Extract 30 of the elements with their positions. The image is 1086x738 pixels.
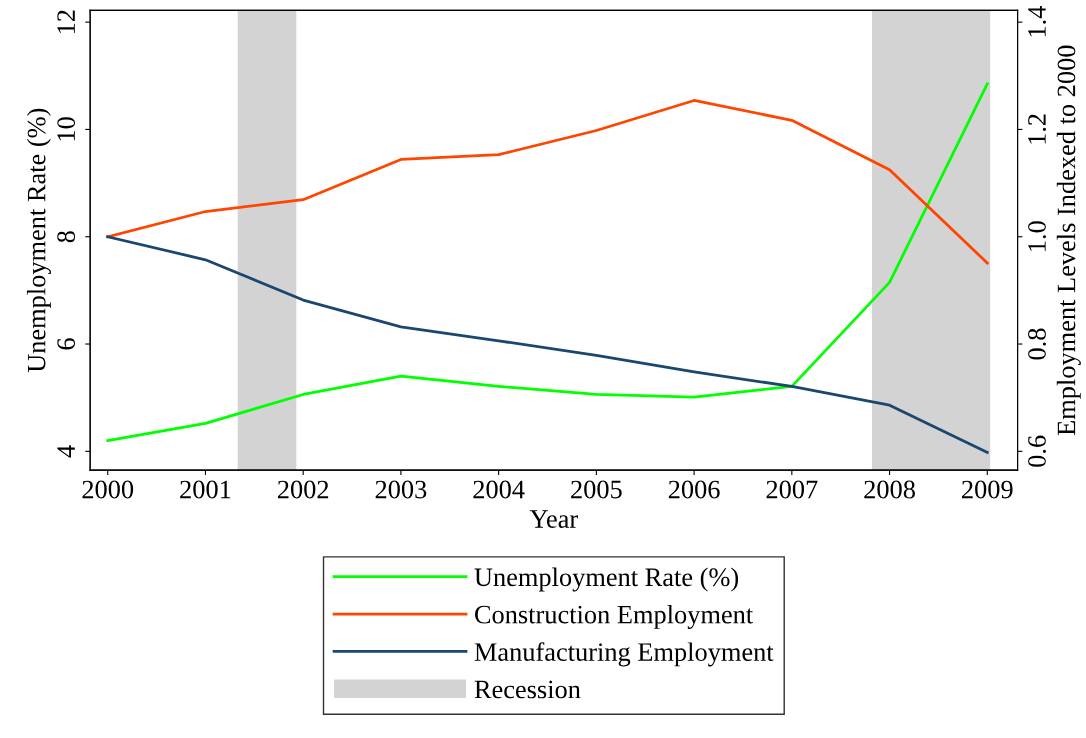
legend-label: Manufacturing Employment (474, 642, 774, 667)
y-tick-label: 6 (57, 338, 76, 350)
y2-tick-label: 1.2 (1028, 114, 1046, 144)
y2-tick-label: 1.4 (1028, 6, 1046, 37)
line-series (106, 235, 989, 454)
y-tick-label: 10 (57, 117, 76, 141)
y-tick-label: 12 (57, 10, 75, 34)
y2-tick-label: 1.0 (1028, 221, 1046, 251)
y-tick-label: 8 (57, 231, 76, 243)
x-tick-label: 2000 (82, 480, 134, 499)
x-tick-label: 2009 (962, 480, 1013, 499)
y-tick-label: 4 (57, 445, 75, 458)
line-series (106, 99, 989, 265)
legend-label: Construction Employment (475, 604, 754, 629)
x-tick-label: 2007 (766, 480, 818, 499)
y2-axis-title: Employment Levels Indexed to 2000 (1056, 45, 1081, 436)
x-tick-label: 2005 (571, 480, 622, 499)
x-tick-label: 2002 (277, 480, 329, 499)
x-tick-label: 2004 (473, 480, 525, 499)
x-tick-label: 2008 (864, 480, 915, 499)
x-axis-title: Year (529, 510, 578, 528)
x-tick-label: 2006 (668, 480, 720, 499)
x-tick-label: 2001 (180, 480, 231, 499)
y-axis-title: Unemployment Rate (%) (26, 108, 51, 373)
line-series (106, 82, 989, 442)
legend-label: Unemployment Rate (%) (474, 567, 739, 592)
y2-tick-label: 0.8 (1028, 328, 1046, 360)
y2-tick-label: 0.6 (1028, 435, 1046, 467)
x-tick-label: 2003 (375, 480, 427, 499)
legend-label: Recession (474, 680, 581, 699)
